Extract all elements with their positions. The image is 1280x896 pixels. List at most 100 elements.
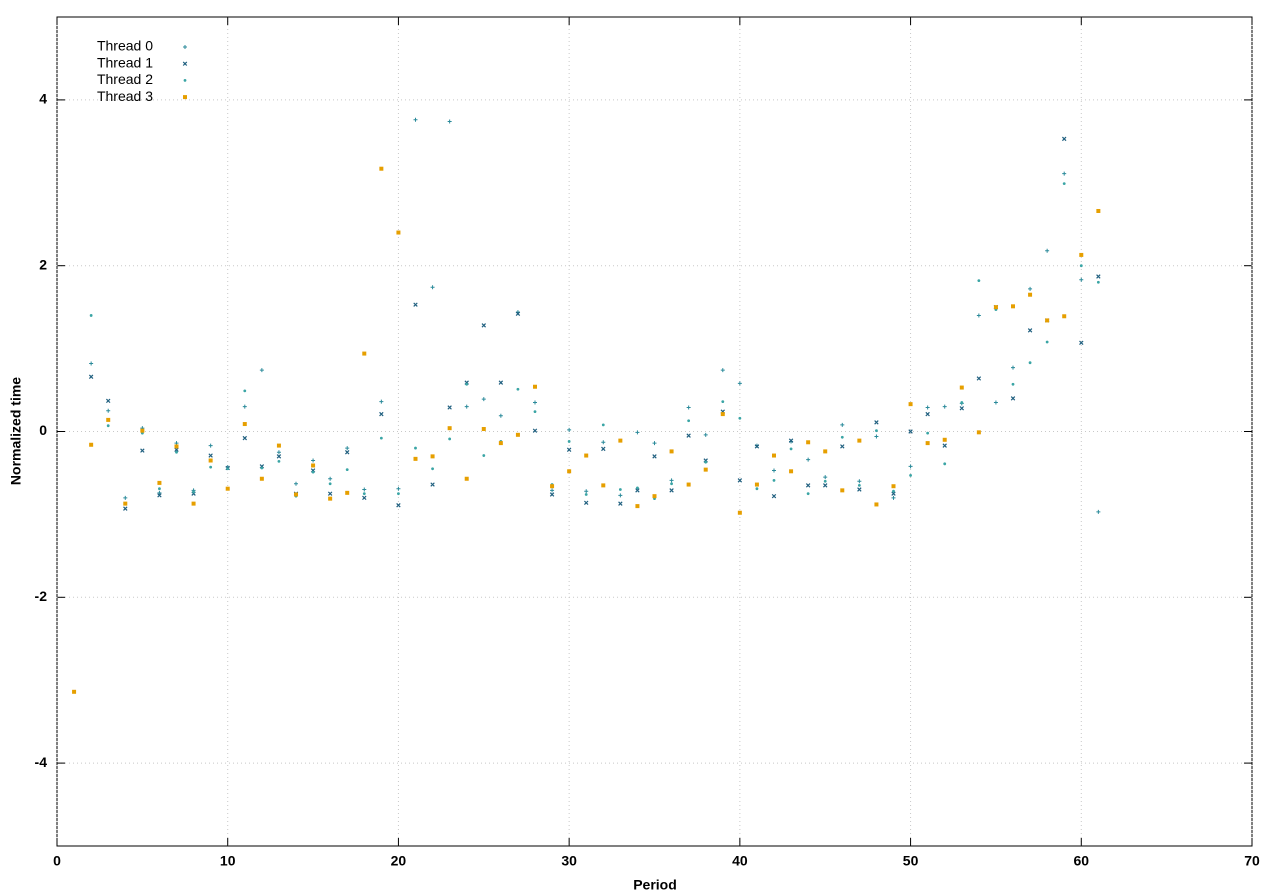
point (226, 467, 230, 471)
plot-frame (56, 16, 1253, 847)
point (328, 476, 333, 481)
point (583, 500, 589, 506)
point (806, 440, 811, 445)
x-tick-label: 20 (391, 853, 407, 869)
point (72, 689, 77, 694)
point (89, 361, 94, 366)
legend-label: Thread 3 (97, 88, 153, 104)
point (857, 483, 861, 487)
point (1096, 280, 1100, 284)
point (431, 467, 434, 471)
point (943, 462, 947, 466)
point (789, 469, 794, 474)
point (822, 483, 828, 488)
point (448, 437, 452, 441)
point (209, 465, 213, 469)
point (515, 311, 521, 317)
point (1096, 509, 1101, 514)
y-tick-label: -2 (35, 588, 48, 604)
point (993, 400, 998, 405)
point (243, 389, 247, 393)
point (823, 479, 827, 483)
point (379, 436, 383, 440)
point (1079, 252, 1084, 257)
point (260, 466, 264, 470)
point (1045, 340, 1049, 344)
point (88, 374, 94, 380)
point (618, 501, 623, 506)
point (618, 488, 622, 491)
point (1011, 304, 1015, 309)
point (635, 488, 640, 493)
point (823, 475, 828, 480)
point (618, 438, 623, 443)
legend-marker (182, 61, 188, 66)
point (618, 493, 623, 498)
point (823, 449, 828, 454)
point (1028, 286, 1033, 291)
point (174, 447, 179, 452)
point (601, 483, 606, 488)
point (652, 494, 657, 499)
point (567, 469, 572, 474)
point (584, 493, 588, 496)
point (635, 504, 640, 509)
point (789, 447, 793, 451)
point (942, 443, 947, 448)
point (1062, 182, 1066, 186)
point (875, 429, 878, 433)
point (755, 487, 759, 491)
point (191, 501, 196, 506)
point (482, 454, 486, 457)
point (1079, 340, 1084, 346)
x-tick-label: 0 (53, 853, 61, 869)
point (208, 443, 213, 448)
point (976, 430, 981, 435)
point (276, 450, 281, 455)
point (686, 433, 691, 438)
point (550, 484, 555, 489)
point (328, 496, 333, 501)
point (413, 302, 418, 307)
point (959, 385, 964, 390)
point (840, 435, 844, 439)
point (737, 478, 743, 483)
point (669, 488, 674, 493)
point (447, 405, 452, 410)
point (379, 166, 384, 171)
point (105, 398, 111, 404)
point (89, 314, 93, 317)
point (465, 382, 469, 386)
point (208, 458, 213, 463)
x-tick-label: 40 (732, 853, 748, 869)
point (1061, 136, 1067, 142)
point (175, 450, 178, 454)
point (140, 448, 145, 453)
point (891, 484, 896, 489)
point (192, 490, 195, 494)
point (908, 464, 913, 469)
point (703, 467, 708, 472)
point (925, 411, 930, 417)
point (925, 441, 930, 446)
legend-marker (183, 45, 187, 49)
point (516, 387, 520, 391)
point (311, 470, 315, 474)
point (840, 422, 845, 427)
point (687, 419, 691, 423)
legend-label: Thread 2 (97, 71, 153, 87)
point (157, 490, 162, 495)
point (686, 482, 691, 487)
point (140, 428, 145, 433)
point (242, 435, 248, 441)
point (1045, 248, 1050, 253)
point (908, 429, 913, 434)
point (447, 119, 452, 124)
point (926, 431, 930, 435)
point (276, 443, 281, 448)
point (464, 404, 469, 409)
point (123, 506, 128, 511)
point (891, 495, 896, 500)
point (1011, 382, 1015, 386)
point (397, 492, 400, 496)
